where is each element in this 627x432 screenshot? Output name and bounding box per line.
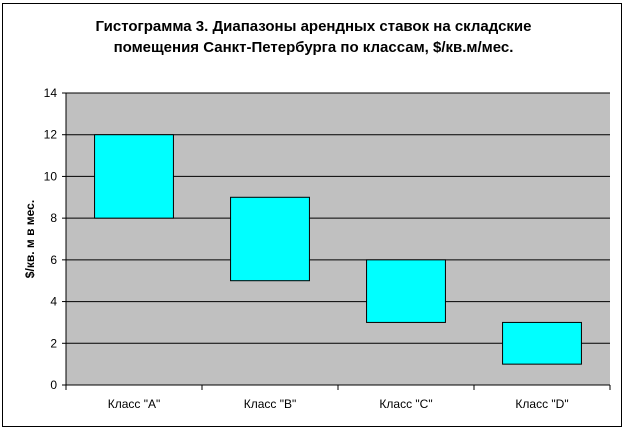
y-tick-label: 8 (50, 211, 57, 225)
y-tick-labels: 0 2 4 6 8 10 12 14 (44, 86, 58, 392)
chart-title-line-1: Гистограмма 3. Диапазоны арендных ставок… (95, 18, 532, 35)
y-axis-label: $/кв. м в мес. (23, 200, 37, 278)
y-tick-label: 2 (50, 336, 57, 350)
y-tick-label: 14 (44, 86, 58, 100)
chart-title: Гистограмма 3. Диапазоны арендных ставок… (0, 16, 627, 58)
y-tick-label: 10 (44, 169, 58, 183)
axes (62, 92, 611, 390)
range-bar (366, 259, 446, 323)
range-bar (94, 134, 174, 219)
chart-title-line-2: помещения Санкт-Петербурга по классам, $… (113, 39, 514, 56)
range-bars (94, 134, 582, 365)
range-bar (502, 321, 582, 365)
y-tick-label: 12 (44, 128, 58, 142)
x-tick-label: Класс "A" (108, 397, 161, 411)
x-tick-labels: Класс "A" Класс "B" Класс "C" Класс "D" (108, 397, 569, 411)
x-tick-label: Класс "B" (244, 397, 297, 411)
y-tick-label: 0 (50, 378, 57, 392)
range-bar (230, 196, 310, 282)
x-tick-label: Класс "D" (515, 397, 568, 411)
y-tick-label: 4 (50, 295, 57, 309)
y-tick-label: 6 (50, 253, 57, 267)
x-tick-label: Класс "C" (379, 397, 432, 411)
